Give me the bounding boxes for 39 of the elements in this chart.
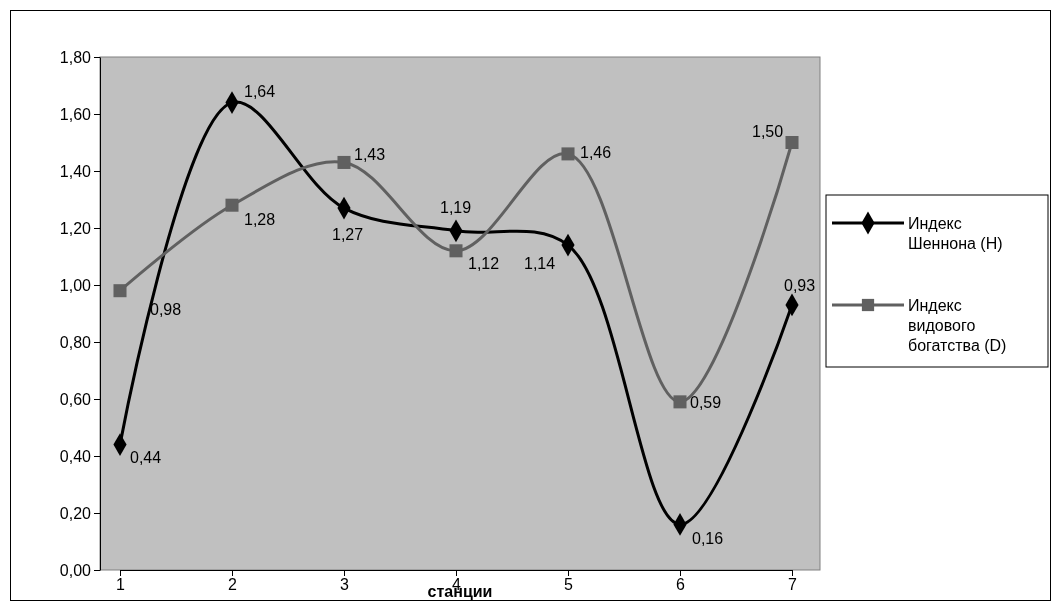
- data-label: 0,59: [690, 393, 722, 411]
- x-tick-label: 3: [340, 576, 350, 594]
- data-label: 1,12: [468, 254, 500, 272]
- data-label: 0,98: [150, 300, 182, 318]
- legend-label: Индекс видового богатства (D): [908, 297, 1007, 354]
- y-tick-label: 1,00: [59, 276, 92, 294]
- legend-label: Индекс Шеннона (H): [908, 215, 1003, 252]
- data-label: 1,19: [440, 198, 472, 216]
- y-tick-label: 0,00: [59, 561, 92, 579]
- data-label: 1,14: [524, 255, 556, 273]
- data-label: 0,44: [130, 448, 162, 466]
- point: [225, 198, 239, 212]
- point: [561, 147, 575, 161]
- x-tick-label: 7: [788, 576, 798, 594]
- point: [337, 155, 351, 169]
- y-tick-label: 0,80: [59, 333, 92, 351]
- point: [113, 284, 127, 298]
- y-tick-label: 1,60: [59, 105, 92, 123]
- data-label: 1,50: [752, 122, 784, 140]
- y-tick-label: 1,80: [59, 48, 92, 66]
- y-tick-label: 0,40: [59, 447, 92, 465]
- data-label: 0,16: [692, 530, 724, 548]
- y-tick-label: 0,60: [59, 390, 92, 408]
- data-label: 1,27: [332, 226, 364, 244]
- data-label: 0,93: [784, 276, 816, 294]
- x-tick-label: 2: [228, 576, 238, 594]
- y-tick-label: 1,40: [59, 162, 92, 180]
- point: [673, 395, 687, 409]
- data-label: 1,64: [244, 82, 276, 100]
- data-label: 1,28: [244, 211, 276, 229]
- point: [785, 135, 799, 150]
- y-tick-label: 1,20: [59, 219, 92, 237]
- x-tick-label: 1: [116, 576, 126, 594]
- data-label: 1,43: [354, 146, 386, 164]
- y-tick-label: 0,20: [59, 504, 92, 522]
- x-tick-label: 5: [564, 576, 574, 594]
- x-tick-label: 6: [676, 576, 686, 594]
- point: [449, 244, 463, 258]
- data-label: 1,46: [580, 143, 612, 161]
